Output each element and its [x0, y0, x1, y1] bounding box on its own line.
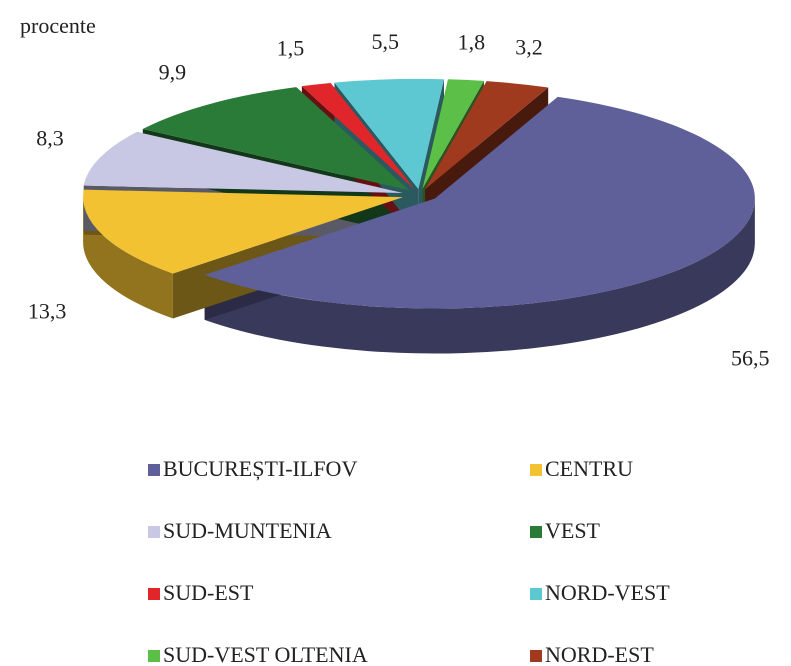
- legend-label: CENTRU: [545, 456, 633, 481]
- pie-slice: [422, 79, 484, 189]
- legend-swatch: [530, 464, 542, 476]
- value-label: 9,9: [159, 59, 187, 84]
- pie-tops: [83, 78, 755, 309]
- legend-label: VEST: [545, 518, 601, 543]
- value-label: 8,3: [36, 126, 64, 151]
- legend-label: NORD-EST: [545, 642, 654, 666]
- legend-label: BUCUREȘTI-ILFOV: [163, 456, 357, 481]
- legend-label: SUD-EST: [163, 580, 254, 605]
- legend-swatch: [530, 526, 542, 538]
- legend-swatch: [530, 588, 542, 600]
- pie-slice: [204, 96, 755, 309]
- pie-slice-side: [204, 198, 755, 354]
- value-labels: 56,5 13,3 8,3 9,9 1,5 5,5 1,8 3,2: [28, 29, 770, 370]
- pie-slice: [83, 189, 404, 274]
- value-label: 56,5: [731, 345, 770, 370]
- legend: BUCUREȘTI-ILFOV CENTRU SUD-MUNTENIA VEST SUD…: [148, 456, 670, 666]
- value-label: 1,5: [277, 35, 305, 60]
- legend-label: SUD-VEST OLTENIA: [163, 642, 368, 666]
- pie-slice: [301, 82, 415, 190]
- pie-slice: [425, 81, 549, 190]
- pie-slice: [334, 78, 445, 189]
- value-label: 1,8: [458, 30, 486, 55]
- legend-swatch: [148, 588, 160, 600]
- value-label: 13,3: [28, 298, 67, 323]
- value-label: 3,2: [515, 35, 543, 60]
- legend-swatch: [530, 650, 542, 662]
- pie-slice: [142, 87, 409, 191]
- pie-slice: [83, 131, 403, 194]
- legend-swatch: [148, 526, 160, 538]
- legend-swatch: [148, 464, 160, 476]
- value-label: 5,5: [371, 29, 399, 54]
- legend-swatch: [148, 650, 160, 662]
- pie-slice-side: [83, 197, 173, 319]
- legend-label: NORD-VEST: [545, 580, 670, 605]
- unit-label: procente: [20, 13, 96, 38]
- legend-label: SUD-MUNTENIA: [163, 518, 332, 543]
